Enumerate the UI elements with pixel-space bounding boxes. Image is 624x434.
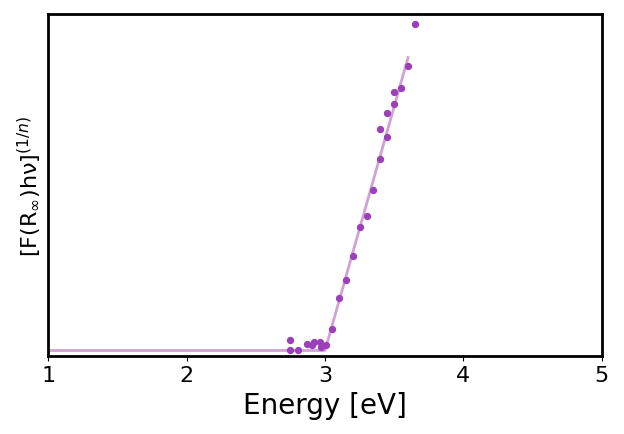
Point [316, 344, 326, 351]
Point [376, 156, 386, 163]
Point [307, 342, 317, 349]
Point [376, 126, 386, 133]
Point [285, 337, 295, 344]
Point [369, 187, 379, 194]
Point [315, 339, 325, 345]
Point [293, 347, 303, 354]
Point [348, 253, 358, 260]
Point [389, 90, 399, 97]
Point [403, 63, 413, 70]
Point [285, 347, 295, 354]
Point [389, 102, 399, 108]
Point [309, 339, 319, 345]
Point [354, 224, 364, 231]
Point [334, 295, 344, 302]
Point [321, 342, 331, 349]
Point [383, 134, 392, 141]
Point [361, 213, 371, 220]
Point [341, 277, 351, 284]
X-axis label: Energy [eV]: Energy [eV] [243, 391, 407, 419]
Point [410, 22, 420, 29]
Y-axis label: $[\mathsf{F(R_\infty)h\nu}]^{(1/n)}$: $[\mathsf{F(R_\infty)h\nu}]^{(1/n)}$ [15, 115, 42, 256]
Point [417, 8, 427, 15]
Point [301, 340, 311, 347]
Point [327, 326, 337, 333]
Point [396, 85, 406, 92]
Point [383, 111, 392, 118]
